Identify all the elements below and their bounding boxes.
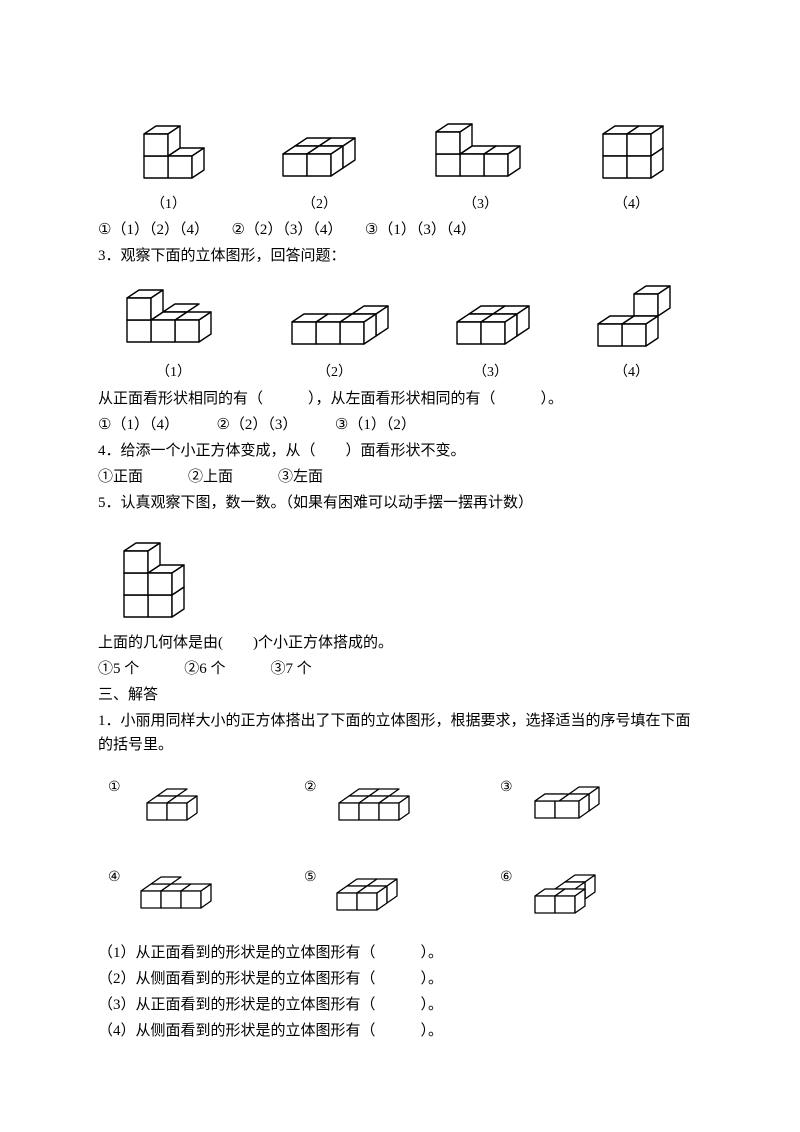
fig-label-2-2: （2） — [317, 362, 352, 384]
fig-2-3: （3） — [441, 286, 541, 384]
figure-row-1: （1） （2） — [98, 118, 702, 216]
page: （1） （2） — [0, 0, 800, 1085]
six-cell-2: ② — [304, 759, 500, 849]
q5-choices: ①5 个 ②6 个 ③7 个 — [98, 657, 702, 681]
fig-label-1-2: （2） — [302, 194, 337, 216]
fig-1-4: （4） — [587, 118, 677, 216]
six-cell-4: ④ — [108, 849, 304, 939]
fig-label-1-3: （3） — [463, 194, 498, 216]
cube-fig-2-4 — [582, 276, 682, 358]
subq-2: （2）从侧面看到的形状是的立体图形有（ ）。 — [98, 967, 702, 991]
six-cell-5: ⑤ — [304, 849, 500, 939]
fig-label-2-4: （4） — [614, 362, 649, 384]
six-label-6: ⑥ — [500, 867, 513, 889]
fig-2-2: （2） — [270, 286, 400, 384]
q5-line: 5．认真观察下图，数一数。（如果有困难可以动手摆一摆再计数） — [98, 491, 702, 515]
fig-2-1: （1） — [119, 276, 229, 384]
cube-six-1 — [127, 776, 213, 832]
six-label-4: ④ — [108, 867, 121, 889]
cube-fig-2-1 — [119, 276, 229, 358]
cube-fig-1-1 — [124, 118, 214, 190]
q2-choices: ①（1）（2）（4） ②（2）（3）（4） ③（1）（3）（4） — [98, 218, 702, 242]
fig-1-2: （2） — [265, 118, 375, 216]
six-label-5: ⑤ — [304, 867, 317, 889]
q5-text1: 上面的几何体是由( )个小正方体搭成的。 — [98, 631, 702, 655]
cube-fig-1-4 — [587, 118, 677, 190]
six-label-1: ① — [108, 777, 121, 799]
q3-title: 3．观察下面的立体图形，回答问题： — [98, 244, 702, 268]
six-cell-6: ⑥ — [500, 849, 696, 939]
q3-line1: 从正面看形状相同的有（ ），从左面看形状相同的有（ ）。 — [98, 387, 702, 411]
six-cell-1: ① — [108, 759, 304, 849]
six-label-2: ② — [304, 777, 317, 799]
subq-1: （1）从正面看到的形状是的立体图形有（ ）。 — [98, 941, 702, 965]
six-figure-grid: ① ② ③ — [98, 759, 702, 939]
section3-title: 三、解答 — [98, 683, 702, 707]
cube-six-6 — [519, 866, 619, 922]
cube-fig-2-3 — [441, 286, 541, 358]
fig-2-4: （4） — [582, 276, 682, 384]
fig-label-1-4: （4） — [614, 194, 649, 216]
cube-six-3 — [519, 776, 619, 832]
fig-1-3: （3） — [426, 118, 536, 216]
cube-six-5 — [323, 866, 415, 922]
subq-3: （3）从正面看到的形状是的立体图形有（ ）。 — [98, 993, 702, 1017]
q4-line: 4．给添一个小正方体变成，从（ ）面看形状不变。 — [98, 439, 702, 463]
section3-q1: 1．小丽用同样大小的正方体搭出了下面的立体图形，根据要求，选择适当的序号填在下面… — [98, 709, 702, 757]
figure-row-2: （1） （2） — [98, 276, 702, 384]
cube-fig-2-2 — [270, 286, 400, 358]
cube-fig-1-2 — [265, 118, 375, 190]
q3-choices: ①（1）（4） ②（2）（3） ③（1）（2） — [98, 413, 702, 437]
cube-fig-q5 — [98, 519, 208, 629]
q4-choices: ①正面 ②上面 ③左面 — [98, 465, 702, 489]
cube-fig-1-3 — [426, 118, 536, 190]
six-cell-3: ③ — [500, 759, 696, 849]
q5-figure — [98, 519, 702, 629]
fig-label-1-1: （1） — [151, 194, 186, 216]
cube-six-4 — [127, 866, 227, 922]
fig-label-2-1: （1） — [156, 362, 191, 384]
six-label-3: ③ — [500, 777, 513, 799]
subq-4: （4）从侧面看到的形状是的立体图形有（ ）。 — [98, 1019, 702, 1043]
fig-label-2-3: （3） — [473, 362, 508, 384]
cube-six-2 — [323, 776, 423, 832]
fig-1-1: （1） — [124, 118, 214, 216]
